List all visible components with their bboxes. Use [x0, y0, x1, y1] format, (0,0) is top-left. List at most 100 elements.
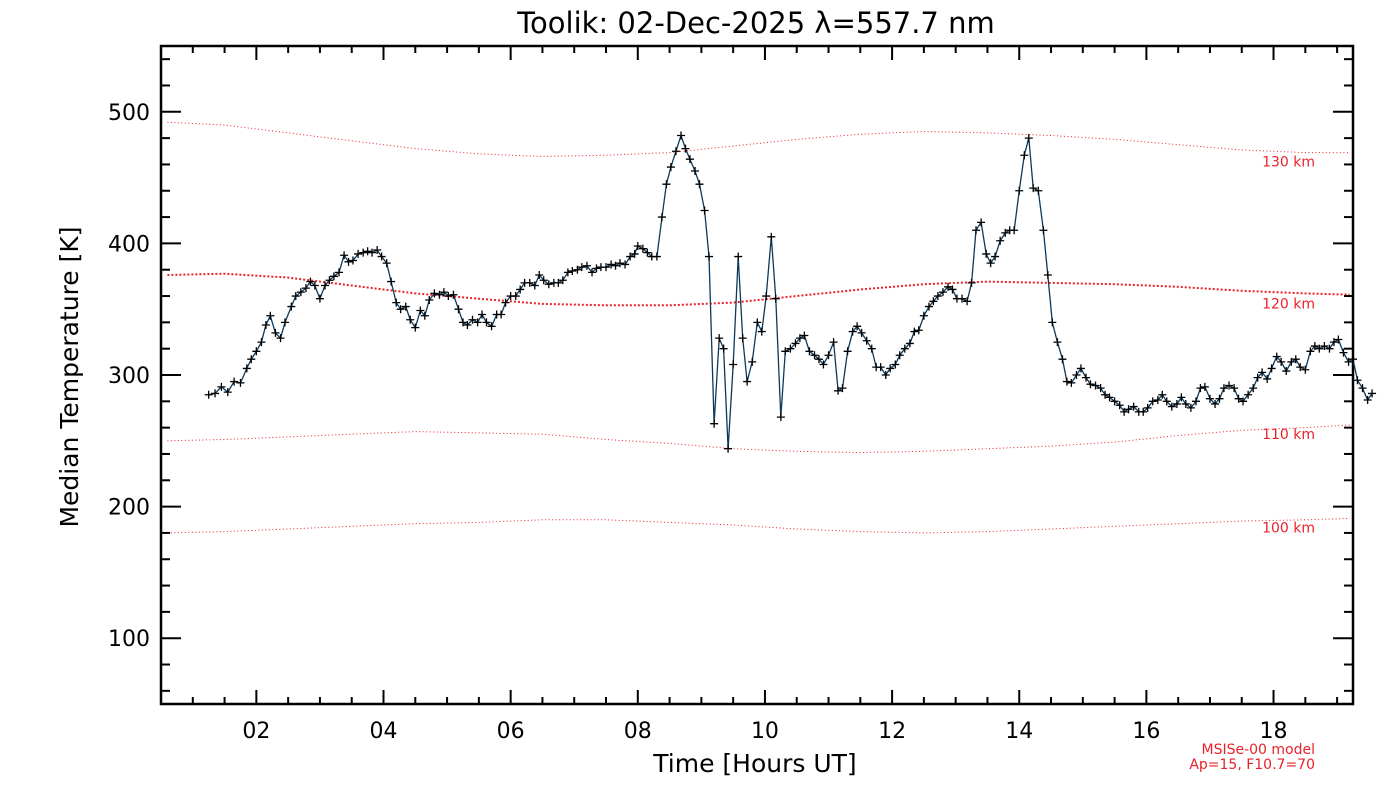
- data-point: [1358, 384, 1367, 393]
- data-point: [511, 292, 520, 301]
- data-point: [454, 305, 463, 314]
- model-curves: 130 km 120 km 110 km 100 km: [167, 121, 1350, 536]
- data-point: [695, 180, 704, 189]
- data-point: [743, 377, 752, 386]
- x-tick-label: 14: [1005, 719, 1033, 744]
- data-point: [1219, 384, 1228, 393]
- x-tick-label: 12: [878, 719, 906, 744]
- data-point: [554, 278, 563, 287]
- data-point: [621, 260, 630, 269]
- data-point: [938, 288, 947, 297]
- data-point: [1277, 357, 1286, 366]
- data-point: [662, 180, 671, 189]
- data-point: [544, 280, 553, 289]
- data-point: [1101, 390, 1110, 399]
- data-point: [753, 318, 762, 327]
- data-point: [306, 277, 315, 286]
- data-point: [795, 334, 804, 343]
- data-point: [1091, 381, 1100, 390]
- data-point: [1001, 228, 1010, 237]
- data-point: [1363, 396, 1372, 405]
- data-point: [724, 444, 733, 453]
- data-point: [607, 260, 616, 269]
- data-point: [1272, 352, 1281, 361]
- data-point: [1334, 335, 1343, 344]
- x-tick-label: 08: [624, 719, 652, 744]
- model-curve-label-110-km: 110 km: [1262, 427, 1315, 443]
- data-point: [1105, 393, 1114, 402]
- data-point: [767, 232, 776, 241]
- data-point: [411, 323, 420, 332]
- data-point: [420, 311, 429, 320]
- data-point: [666, 163, 675, 172]
- data-point: [516, 285, 525, 294]
- data-point: [734, 252, 743, 261]
- data-point: [266, 311, 275, 320]
- data-point: [705, 252, 714, 261]
- data-point: [933, 292, 942, 301]
- x-tick-label: 06: [497, 719, 525, 744]
- data-point: [468, 315, 477, 324]
- y-tick-label: 400: [108, 232, 150, 257]
- data-point: [1043, 270, 1052, 279]
- data-point: [525, 278, 534, 287]
- data-point: [829, 338, 838, 347]
- data-point: [1249, 384, 1258, 393]
- data-point: [700, 206, 709, 215]
- data-point: [1143, 403, 1152, 412]
- data-point: [853, 322, 862, 331]
- data-point: [862, 336, 871, 345]
- data-point: [1301, 365, 1310, 374]
- data-point: [1211, 399, 1220, 408]
- data-point: [335, 268, 344, 277]
- data-point: [1058, 355, 1067, 364]
- data-point: [1081, 373, 1090, 382]
- data-point: [681, 144, 690, 153]
- data-point: [1353, 376, 1362, 385]
- data-point: [315, 294, 324, 303]
- y-axis-label: Median Temperature [K]: [55, 226, 84, 527]
- y-tick-label: 200: [108, 496, 150, 521]
- axis-ticks: [161, 46, 1353, 704]
- data-point: [972, 226, 981, 235]
- data-point: [473, 318, 482, 327]
- data-point: [1263, 374, 1272, 383]
- data-point: [363, 247, 372, 256]
- data-point: [280, 318, 289, 327]
- data-point: [291, 292, 300, 301]
- data-point: [776, 413, 785, 422]
- data-point: [573, 265, 582, 274]
- data-point: [373, 245, 382, 254]
- data-point: [217, 382, 226, 391]
- data-point: [458, 318, 467, 327]
- data-point: [359, 248, 368, 257]
- data-point: [396, 305, 405, 314]
- data-point: [406, 315, 415, 324]
- data-point: [1234, 394, 1243, 403]
- data-point: [1306, 347, 1315, 356]
- data-point: [1225, 381, 1234, 390]
- data-point: [643, 248, 652, 257]
- data-point: [439, 288, 448, 297]
- data-point: [791, 339, 800, 348]
- data-point: [401, 302, 410, 311]
- data-point: [677, 131, 686, 140]
- data-point: [204, 390, 213, 399]
- data-point: [1267, 364, 1276, 373]
- data-point: [568, 267, 577, 276]
- data-point: [1177, 393, 1186, 402]
- data-point: [261, 320, 270, 329]
- data-point: [1024, 134, 1033, 143]
- model-annotation-line1: MSISe-00 model: [1201, 742, 1315, 758]
- data-point: [1282, 367, 1291, 376]
- data-point: [501, 298, 510, 307]
- data-point: [1039, 226, 1048, 235]
- data-point: [891, 360, 900, 369]
- data-point: [1158, 390, 1167, 399]
- model-curve-label-100-km: 100 km: [1262, 520, 1315, 536]
- data-point: [982, 249, 991, 258]
- data-point: [1186, 403, 1195, 412]
- data-point: [416, 306, 425, 315]
- data-point: [602, 263, 611, 272]
